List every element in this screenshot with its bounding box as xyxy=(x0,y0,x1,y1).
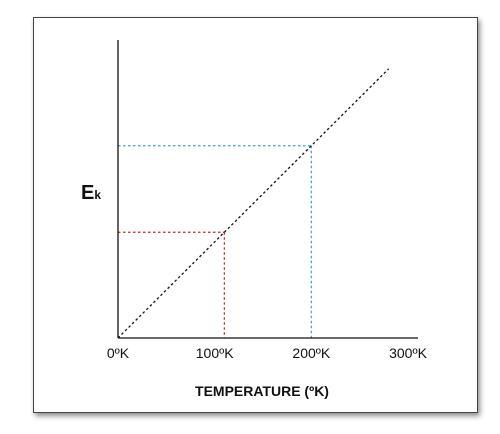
x-tick-label-1: 100ºK xyxy=(196,345,234,361)
y-axis-label-sub: k xyxy=(94,188,101,202)
x-tick-label-3: 300ºK xyxy=(389,345,427,361)
reference-lines xyxy=(118,145,312,338)
series-line-0 xyxy=(117,68,390,339)
x-tick-label-0: 0ºK xyxy=(107,345,130,361)
x-axis-label: TEMPERATURE (ºK) xyxy=(195,383,329,399)
figure-frame xyxy=(33,17,478,413)
series-layer xyxy=(117,68,390,339)
x-tick-label-2: 200ºK xyxy=(292,345,330,361)
y-axis-label: Ek xyxy=(81,182,101,204)
x-tick-labels: 0ºK 100ºK 200ºK 300ºK xyxy=(107,345,428,361)
y-axis-label-main: E xyxy=(81,182,94,204)
